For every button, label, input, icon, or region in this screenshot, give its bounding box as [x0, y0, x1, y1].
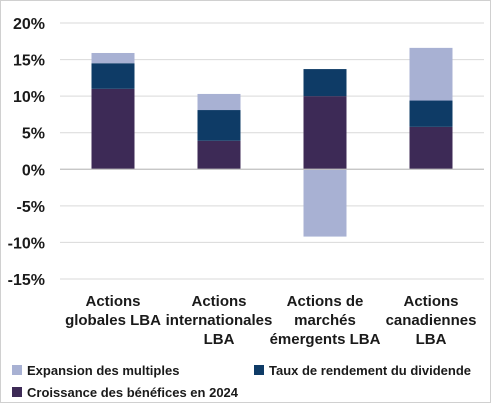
x-category-label: Actions canadiennes LBA — [386, 293, 477, 348]
x-category-label: Actions internationales LBA — [166, 293, 273, 348]
legend-swatch — [12, 387, 22, 397]
bar-segment — [409, 100, 453, 127]
bar-segment — [197, 140, 241, 170]
x-category-label-line: Actions — [85, 293, 140, 310]
legend-label: Croissance des bénéfices en 2024 — [27, 385, 239, 400]
legend-swatch — [254, 365, 264, 375]
bar-segment — [303, 69, 347, 97]
x-category-label-line: émergents LBA — [270, 331, 381, 348]
y-tick-label: 0% — [22, 162, 45, 179]
bars — [91, 47, 453, 237]
bar-segment — [409, 47, 453, 101]
y-tick-label: 5% — [22, 126, 45, 143]
bar-segment — [197, 93, 241, 111]
legend-label: Taux de rendement du dividende — [269, 363, 471, 378]
y-tick-label: 15% — [13, 53, 45, 70]
x-category-label-line: Actions de — [287, 293, 364, 310]
x-category-label-line: marchés — [294, 312, 356, 329]
bar-segment — [91, 52, 135, 64]
legend: Expansion des multiples Taux de rendement… — [12, 363, 471, 400]
x-category-label: Actions globales LBA — [65, 293, 161, 329]
x-category-label-line: Actions — [403, 293, 458, 310]
x-category-label-line: LBA — [416, 331, 447, 348]
bar-segment — [303, 169, 347, 237]
bar-segment — [409, 126, 453, 170]
x-category-label-line: LBA — [204, 331, 235, 348]
x-category-label-line: globales LBA — [65, 312, 161, 329]
bar-segment — [91, 63, 135, 89]
y-axis-ticks: 20% 15% 10% 5% 0% -5% -10% -15% — [8, 16, 45, 289]
y-tick-label: -5% — [17, 199, 45, 216]
x-category-label-line: internationales — [166, 312, 273, 329]
x-category-label-line: Actions — [191, 293, 246, 310]
bar-segment — [303, 96, 347, 170]
y-tick-label: -15% — [8, 272, 45, 289]
y-tick-label: 20% — [13, 16, 45, 33]
x-category-label: Actions de marchés émergents LBA — [270, 293, 381, 348]
bar-segment — [197, 110, 241, 141]
legend-swatch — [12, 365, 22, 375]
legend-label: Expansion des multiples — [27, 363, 179, 378]
x-axis-categories: Actions globales LBA Actions internationale… — [65, 293, 476, 348]
y-tick-label: -10% — [8, 235, 45, 252]
x-category-label-line: canadiennes — [386, 312, 477, 329]
bar-segment — [91, 88, 135, 170]
y-tick-label: 10% — [13, 89, 45, 106]
